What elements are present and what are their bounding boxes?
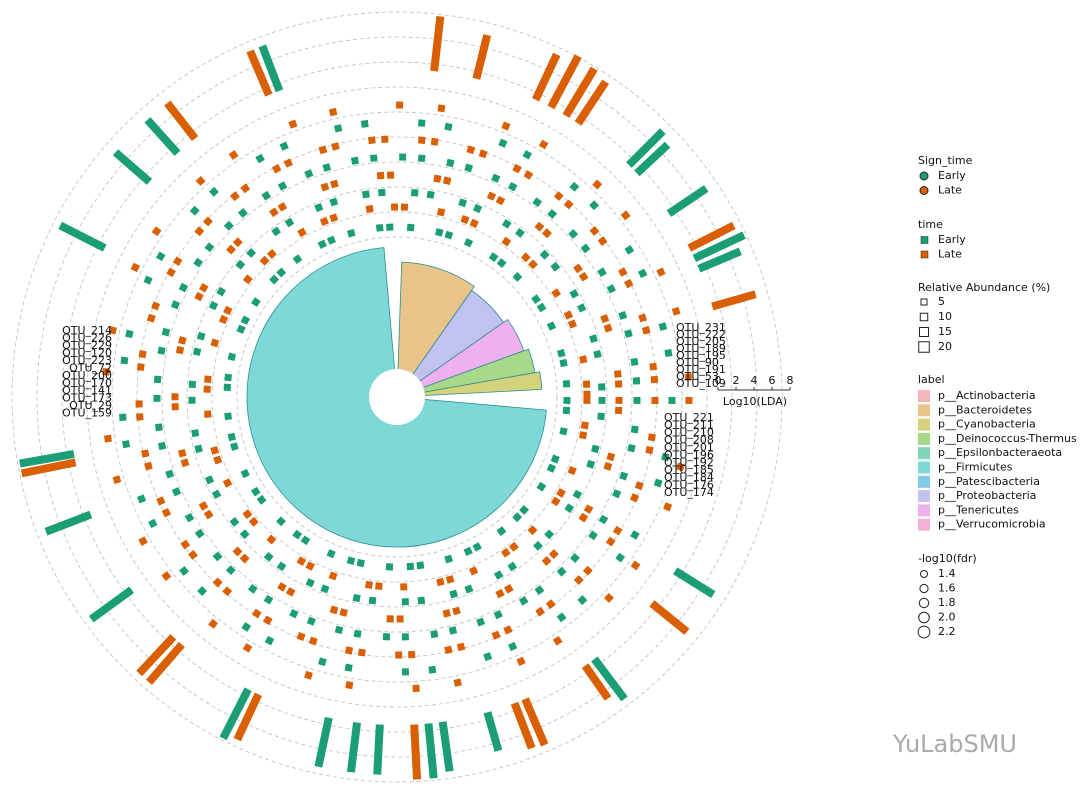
axis-tick-label: 8 — [787, 374, 794, 387]
otu-label: OTU_174 — [664, 486, 714, 499]
legend-title: Relative Abundance (%) — [918, 281, 1050, 294]
legend-square — [920, 236, 929, 244]
otu-label: OTU_184 — [664, 471, 714, 484]
legend-point — [919, 583, 929, 594]
legend-label: 5 — [938, 295, 945, 308]
otu-label: OTU_221 — [664, 411, 714, 424]
otu-label: OTU_226 — [62, 332, 112, 345]
legend-title: -log10(fdr) — [918, 552, 977, 565]
otu-label: OTU_173 — [62, 392, 112, 405]
legend-point — [918, 611, 930, 624]
legend-square — [918, 341, 930, 353]
legend-label: Early — [938, 233, 966, 246]
legend-label: 2.2 — [938, 625, 956, 638]
legend-point — [920, 570, 928, 578]
otu-label: OTU_170 — [62, 377, 112, 390]
legend-square — [920, 298, 928, 306]
otu-label: OTU_141 — [62, 384, 112, 397]
otu-label: OTU_29 — [69, 399, 112, 412]
legend-label: p__Bacteroidetes — [938, 403, 1032, 416]
axis-tick-label: 6 — [769, 374, 776, 387]
legend-label: 15 — [938, 325, 952, 338]
legend-label: p__Patescibacteria — [938, 475, 1040, 488]
lda-bars — [19, 16, 757, 780]
otu-label: OTU_205 — [676, 335, 726, 348]
legend-label: 2.0 — [938, 611, 956, 624]
legend-title: label — [918, 373, 945, 386]
otu-label: OTU_72 — [69, 362, 112, 375]
legend-label: p__Deinococcus-Thermus — [938, 432, 1077, 445]
watermark: YuLabSMU — [892, 730, 1017, 758]
axis-title: Log10(LDA) — [723, 395, 787, 408]
legend-point — [917, 625, 931, 639]
legend-label: 1.8 — [938, 596, 956, 609]
legend-point — [918, 597, 930, 609]
legend-square — [920, 250, 929, 259]
legend-swatch — [918, 490, 930, 503]
otu-label: OTU_195 — [676, 349, 726, 362]
legend-label: Late — [938, 248, 962, 261]
otu-label: OTU_214 — [62, 324, 112, 337]
axis-tick-label: 2 — [733, 374, 740, 387]
otu-label: OTU_196 — [664, 449, 714, 462]
tree — [246, 247, 547, 548]
legend-swatch — [918, 518, 930, 531]
legend-label: p__Tenericutes — [938, 503, 1019, 516]
legend-swatch — [918, 404, 930, 417]
otu-label: OTU_208 — [664, 434, 714, 447]
legend-swatch — [918, 447, 930, 460]
otu-label: OTU_120 — [62, 347, 112, 360]
otu-label: OTU_191 — [676, 363, 726, 376]
legend-swatch — [918, 390, 930, 402]
legend-swatch — [918, 504, 930, 517]
legend-label: Late — [938, 184, 962, 197]
otu-label: OTU_176 — [664, 479, 714, 492]
axis-tick-label: 0 — [715, 374, 722, 387]
legend-label: 20 — [938, 340, 952, 353]
legend-title: time — [918, 218, 943, 231]
otu-label: OTU_90 — [676, 356, 719, 369]
otu-label: OTU_189 — [676, 342, 726, 355]
legend-swatch — [918, 475, 930, 488]
legend-label: p__Cyanobacteria — [938, 418, 1036, 431]
abundance-texture — [101, 101, 693, 693]
legend-square — [919, 327, 929, 337]
legend-label: p__Proteobacteria — [938, 489, 1036, 502]
legend-point — [919, 186, 929, 195]
legend-label: 10 — [938, 310, 952, 323]
otu-label: OTU_53 — [676, 370, 719, 383]
legend-swatch — [918, 461, 930, 474]
legend-label: p__Firmicutes — [938, 461, 1013, 474]
otu-label: OTU_222 — [676, 328, 726, 341]
legend-label: 1.4 — [938, 567, 956, 580]
otu-label: OTU_211 — [664, 419, 714, 432]
otu-label: OTU_192 — [664, 456, 714, 469]
otu-label: OTU_185 — [664, 464, 714, 477]
otu-label: OTU_229 — [62, 339, 112, 352]
legend-label: Early — [938, 169, 966, 182]
axis-tick-label: 4 — [751, 374, 758, 387]
legend-swatch — [918, 418, 930, 431]
legend-point — [919, 171, 929, 181]
legend-label: 1.6 — [938, 582, 956, 595]
otu-label: OTU_210 — [664, 426, 714, 439]
legend-title: Sign_time — [918, 154, 973, 167]
legend-label: p__Verrucomicrobia — [938, 518, 1046, 531]
otu-label: OTU_231 — [676, 321, 726, 334]
otu-label: OTU_109 — [676, 377, 726, 390]
otu-label: OTU_200 — [62, 369, 112, 382]
otu-label: OTU_223 — [62, 354, 112, 367]
legend-label: p__Actinobacteria — [938, 389, 1036, 402]
otu-label: OTU_159 — [62, 407, 112, 420]
legend-label: p__Epsilonbacteraeota — [938, 446, 1062, 459]
legend-square — [919, 312, 929, 322]
legend-swatch — [918, 432, 930, 445]
otu-label: OTU_201 — [664, 441, 714, 454]
